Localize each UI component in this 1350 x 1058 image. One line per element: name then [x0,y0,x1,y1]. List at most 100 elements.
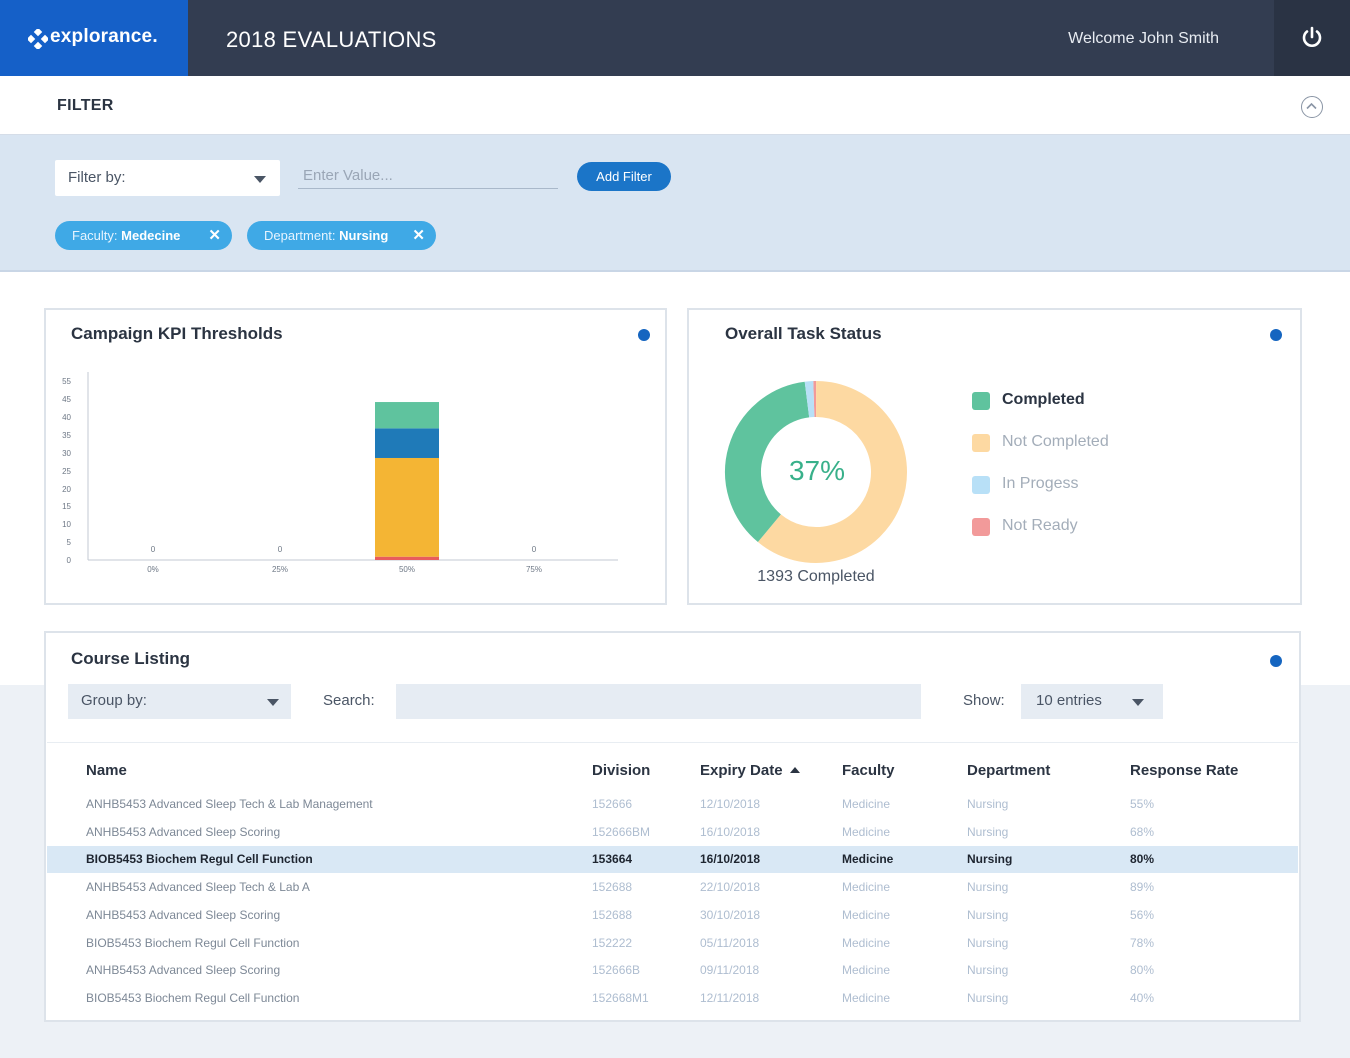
filter-by-select[interactable]: Filter by: [55,160,280,196]
table-cell-faculty: Medicine [842,990,891,1005]
table-cell-division: 152666BM [592,824,651,839]
table-cell-department: Nursing [967,852,1013,867]
chevron-up-icon[interactable] [1301,96,1323,118]
table-cell-department: Nursing [967,963,1009,978]
y-tick-label: 25 [62,467,71,476]
y-tick-label: 45 [62,395,71,404]
column-header-expiry-date[interactable]: Expiry Date [700,762,800,779]
table-row[interactable]: ANHB5453 Advanced Sleep Scoring 152688 30/… [47,902,1298,929]
y-tick-label: 0 [67,556,72,565]
entries-select[interactable]: 10 entries [1021,684,1163,719]
add-filter-button[interactable]: Add Filter [577,162,671,191]
y-tick-label: 20 [62,485,71,494]
zero-value-label: 0 [532,545,537,554]
table-cell-expiry-date: 12/11/2018 [700,990,760,1005]
table-cell-department: Nursing [967,880,1009,895]
task-status-title: Overall Task Status [725,324,882,343]
table-cell-name: BIOB5453 Biochem Regul Cell Function [86,852,313,867]
bar-segment[interactable] [375,457,439,557]
column-header-response-rate[interactable]: Response Rate [1130,762,1239,779]
table-cell-name: BIOB5453 Biochem Regul Cell Function [86,935,300,950]
table-row[interactable]: BIOB5453 Biochem Regul Cell Function 1536… [47,846,1298,874]
bar-segment[interactable] [375,402,439,429]
group-by-select[interactable]: Group by: [68,684,291,719]
table-cell-response-rate: 68% [1130,824,1155,839]
task-status-donut [725,381,907,563]
table-cell-name: ANHB5453 Advanced Sleep Scoring [86,963,281,978]
legend-label: In Progess [1002,475,1079,492]
table-cell-division: 152222 [592,935,633,950]
zero-value-label: 0 [151,545,156,554]
table-cell-department: Nursing [967,824,1009,839]
divider [47,742,1298,743]
close-icon[interactable]: ✕ [208,227,221,244]
column-header-department[interactable]: Department [967,762,1051,779]
filter-chip-department[interactable]: Department: Nursing ✕ [247,221,436,250]
chip-key: Faculty: [72,228,118,243]
table-row[interactable]: BIOB5453 Biochem Regul Cell Function 1526… [47,985,1298,1012]
legend-label: Completed [1002,391,1085,408]
filter-chip-faculty[interactable]: Faculty: Medecine ✕ [55,221,232,250]
table-cell-department: Nursing [967,990,1009,1005]
chip-key: Department: [264,228,336,243]
legend-label: Not Ready [1002,517,1078,534]
bar-segment[interactable] [375,428,439,458]
table-cell-response-rate: 40% [1130,990,1155,1005]
table-row[interactable]: ANHB5453 Advanced Sleep Scoring 152666B 09… [47,957,1298,984]
filter-by-label: Filter by: [68,169,126,186]
legend-swatch [972,392,990,410]
zero-value-label: 0 [278,545,283,554]
kpi-bar-chart: 0 5 10 15 20 25 30 35 40 45 55 0% 25% 50% 75% 0 0 0 [62,372,618,574]
chip-value: Nursing [339,228,389,243]
close-icon[interactable]: ✕ [412,227,425,244]
logo[interactable]: explorance. [0,0,188,76]
column-header-division[interactable]: Division [592,762,651,779]
table-row[interactable]: ANHB5453 Advanced Sleep Scoring 152666BM 1… [47,819,1298,846]
legend-swatch [972,476,990,494]
top-header: explorance. 2018 EVALUATIONS Welcome Joh… [0,0,1350,76]
logo-text: explorance. [50,26,158,47]
column-header-name[interactable]: Name [86,762,127,779]
table-cell-division: 152668M1 [592,990,649,1005]
x-tick-label: 25% [272,565,288,574]
card-menu-dot[interactable] [1270,329,1282,341]
filter-value-input[interactable] [298,163,558,189]
card-menu-dot[interactable] [1270,655,1282,667]
y-tick-label: 35 [62,431,71,440]
welcome-message: Welcome John Smith [1068,30,1219,47]
filter-title: FILTER [57,97,114,114]
y-tick-label: 30 [62,449,71,458]
table-cell-faculty: Medicine [842,880,891,895]
table-row[interactable]: BIOB5453 Biochem Regul Cell Function 1522… [47,930,1298,957]
table-cell-faculty: Medicine [842,797,891,811]
table-cell-division: 152666B [592,963,641,978]
y-tick-label: 15 [62,502,71,511]
legend-label: Not Completed [1002,433,1109,450]
table-cell-response-rate: 80% [1130,852,1155,867]
bar-segment[interactable] [375,556,439,560]
search-input[interactable] [396,684,921,719]
x-tick-label: 50% [399,565,415,574]
donut-center-percent: 37% [788,455,846,486]
column-header-label: Expiry Date [700,762,783,779]
donut-slice[interactable] [804,381,815,418]
table-cell-department: Nursing [967,797,1009,811]
logo-icon [28,29,48,49]
table-row[interactable]: ANHB5453 Advanced Sleep Tech & Lab A 1526… [47,874,1298,901]
table-cell-division: 152666 [592,797,633,811]
donut-slice[interactable] [725,381,810,543]
table-row[interactable]: ANHB5453 Advanced Sleep Tech & Lab Manag… [47,791,1298,818]
sort-ascending-icon [789,767,800,773]
table-cell-response-rate: 80% [1130,963,1155,978]
table-cell-division: 152688 [592,880,633,895]
donut-slice[interactable] [757,381,907,563]
card-menu-dot[interactable] [638,329,650,341]
y-tick-label: 55 [62,377,71,386]
column-header-faculty[interactable]: Faculty [842,762,895,779]
logout-button[interactable] [1274,0,1350,76]
table-cell-expiry-date: 05/11/2018 [700,935,760,950]
x-tick-label: 0% [147,565,159,574]
chevron-down-icon [267,699,279,706]
filter-panel: Filter by: Add Filter Faculty: Medecine … [0,135,1350,272]
table-cell-faculty: Medicine [842,824,891,839]
